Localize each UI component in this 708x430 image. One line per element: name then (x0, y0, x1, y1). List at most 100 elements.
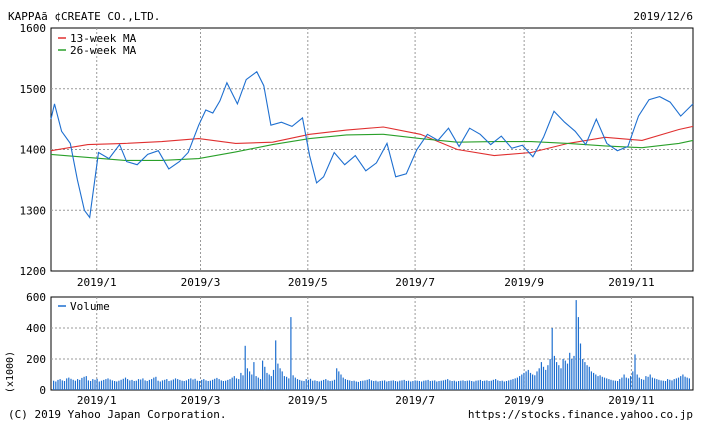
volume-bar (355, 381, 357, 390)
price-x-tick-label: 2019/1 (77, 276, 117, 289)
volume-legend: Volume (58, 300, 110, 313)
volume-bar (495, 379, 497, 390)
price-y-tick-label: 1200 (20, 265, 47, 278)
volume-bar (630, 376, 632, 390)
volume-bar (105, 379, 107, 390)
volume-x-axis: 2019/1 2019/3 2019/5 2019/7 2019/9 2019/11 (77, 394, 655, 407)
volume-bar (366, 379, 368, 390)
volume-bar (571, 359, 573, 390)
legend-label: Volume (70, 300, 110, 313)
volume-bar (360, 381, 362, 390)
volume-bar (575, 300, 577, 390)
volume-bar (198, 381, 201, 390)
volume-y-tick-label: 200 (26, 353, 46, 366)
volume-bar (70, 378, 72, 390)
volume-bar (392, 380, 394, 390)
volume-bar (390, 380, 392, 390)
volume-bar (109, 379, 111, 390)
volume-bar (216, 377, 218, 390)
volume-bar (492, 379, 494, 390)
volume-bar (468, 380, 471, 390)
volume-bar (416, 380, 418, 390)
volume-bar (686, 377, 688, 390)
volume-bar (638, 377, 640, 390)
volume-bar (590, 371, 592, 390)
volume-bar (155, 376, 157, 390)
volume-bar (92, 379, 94, 390)
volume-bar (636, 374, 638, 390)
volume-bar (375, 380, 377, 390)
volume-bar (107, 378, 109, 390)
volume-bar (368, 379, 370, 390)
volume-bar (438, 381, 440, 390)
volume-bar (190, 378, 192, 390)
volume-bar (240, 372, 242, 390)
volume-bar (85, 376, 87, 390)
volume-bar (307, 379, 309, 390)
volume-bar (229, 379, 231, 390)
volume-bar (279, 368, 281, 390)
price-x-tick-label: 2019/5 (288, 276, 328, 289)
chart-date: 2019/12/6 (633, 10, 693, 23)
volume-bar (294, 377, 296, 390)
price-y-axis: 1200 1300 1400 1500 1600 (20, 22, 47, 278)
volume-bar (327, 380, 329, 390)
volume-bar (103, 379, 105, 390)
volume-bar (281, 371, 283, 390)
volume-x-tick-label: 2019/9 (504, 394, 544, 407)
volume-bar (288, 378, 290, 390)
volume-bar (434, 380, 436, 390)
volume-bar (266, 372, 268, 390)
volume-bar (688, 378, 690, 390)
volume-bar (212, 379, 214, 390)
volume-bar (151, 379, 153, 390)
volume-bar (643, 379, 645, 390)
volume-bar (486, 380, 488, 390)
volume-bar (612, 380, 614, 390)
volume-bar (268, 374, 270, 390)
volume-bar (231, 377, 233, 390)
volume-bar (412, 381, 414, 390)
company-name: KAPPAã ¢CREATE CO.,LTD. (8, 10, 160, 23)
price-line (50, 70, 694, 219)
volume-bar (194, 378, 196, 390)
volume-bar (148, 379, 150, 390)
volume-bar (72, 379, 74, 390)
volume-bar (227, 379, 229, 390)
volume-bar (464, 381, 466, 390)
volume-bar (551, 328, 553, 390)
volume-bar (272, 369, 275, 390)
volume-bar (262, 360, 264, 390)
volume-bar (654, 378, 656, 390)
volume-bar (593, 372, 595, 390)
volume-bar (662, 380, 664, 390)
price-x-tick-label: 2019/9 (504, 276, 544, 289)
volume-bar (209, 380, 211, 390)
volume-bar (140, 379, 142, 390)
price-x-tick-label: 2019/3 (181, 276, 221, 289)
volume-bar (449, 380, 451, 390)
volume-bar (290, 317, 292, 390)
volume-bar (455, 381, 457, 390)
volume-bar (553, 355, 555, 390)
volume-bar (497, 380, 499, 390)
volume-bar (617, 381, 619, 390)
volume-bar (340, 374, 342, 390)
volume-bar (301, 380, 303, 390)
volume-bar (588, 366, 590, 391)
volume-bar (137, 379, 140, 390)
source-link[interactable]: https://stocks.finance.yahoo.co.jp (468, 408, 693, 421)
volume-bar (514, 378, 516, 390)
volume-bar (421, 381, 423, 390)
volume-bar (83, 376, 85, 390)
volume-bar (484, 380, 486, 390)
volume-bar (131, 379, 133, 390)
volume-bar (627, 378, 630, 390)
volume-bar (351, 381, 353, 390)
volume-bar (201, 379, 203, 390)
price-y-tick-label: 1400 (20, 144, 47, 157)
volume-bar (264, 366, 266, 391)
volume-bar (660, 380, 662, 390)
